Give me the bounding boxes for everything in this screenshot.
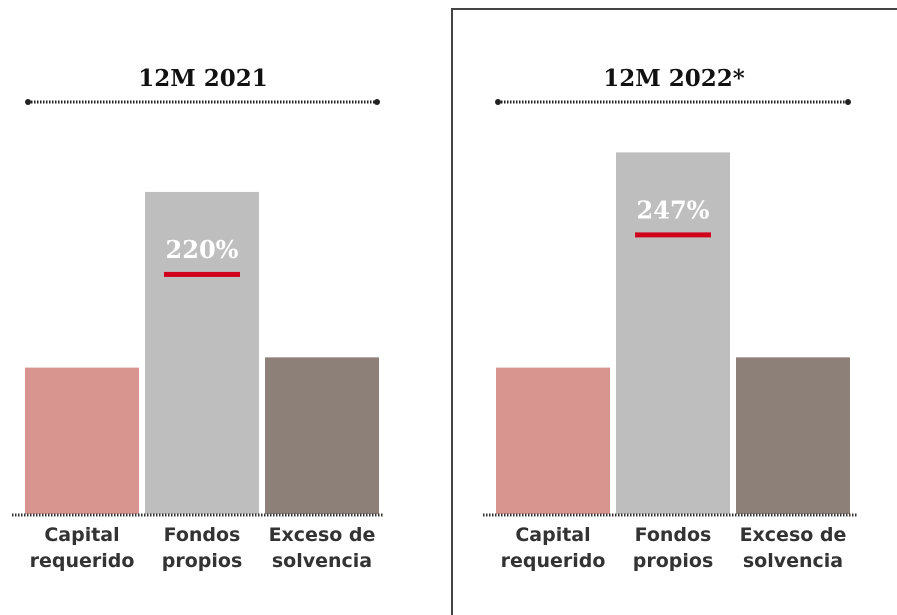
value-underline <box>164 271 240 277</box>
category-label: Fondos propios <box>632 524 714 572</box>
bar <box>496 367 610 514</box>
panel-title: 12M 2021 <box>138 65 268 92</box>
bar <box>25 367 139 514</box>
panel-border <box>451 8 897 615</box>
category-label: Fondos propios <box>161 524 243 572</box>
bar <box>265 357 379 514</box>
bar <box>616 152 730 514</box>
rule-dot <box>25 99 31 105</box>
category-label: Exceso de solvencia <box>268 524 376 572</box>
value-label: 247% <box>637 195 710 224</box>
rule-dot <box>374 99 380 105</box>
category-label: Exceso de solvencia <box>739 524 847 572</box>
value-label: 220% <box>166 235 239 264</box>
panel-title: 12M 2022* <box>603 65 745 92</box>
category-label: Capital requerido <box>500 524 606 572</box>
value-underline <box>635 232 711 238</box>
bar <box>145 191 259 515</box>
rule-dot <box>495 99 501 105</box>
bar <box>736 357 850 514</box>
category-label: Capital requerido <box>29 524 135 572</box>
rule-dot <box>845 99 851 105</box>
